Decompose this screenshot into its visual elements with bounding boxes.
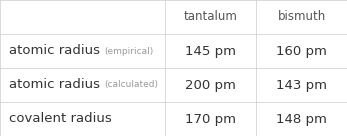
Text: atomic radius: atomic radius — [9, 44, 100, 58]
Text: atomic radius: atomic radius — [9, 78, 100, 92]
Text: 148 pm: 148 pm — [276, 112, 327, 126]
Text: (empirical): (empirical) — [104, 47, 153, 55]
Text: 170 pm: 170 pm — [185, 112, 236, 126]
Text: bismuth: bismuth — [278, 10, 326, 24]
Text: 145 pm: 145 pm — [185, 44, 236, 58]
Text: 160 pm: 160 pm — [276, 44, 327, 58]
Text: 200 pm: 200 pm — [185, 78, 236, 92]
Text: covalent radius: covalent radius — [9, 112, 111, 126]
Text: tantalum: tantalum — [184, 10, 237, 24]
Text: 143 pm: 143 pm — [276, 78, 327, 92]
Text: (calculated): (calculated) — [104, 81, 158, 89]
